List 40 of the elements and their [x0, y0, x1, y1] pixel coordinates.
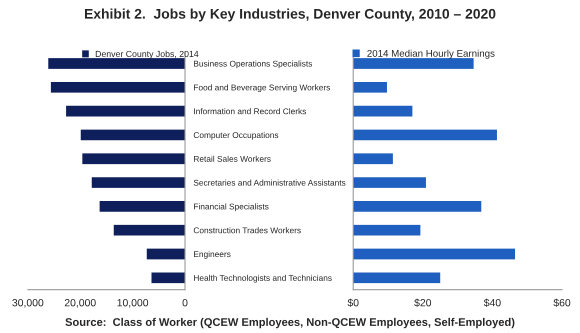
text: Exhibit 2. Jobs by Key Industries, Denver County, 2010 – 2020 — [84, 8, 496, 22]
y-tick-label: Engineers — [194, 250, 231, 259]
y-tick-label: Retail Sales Workers — [194, 156, 271, 162]
y-tick-label: Health Technologists and Technicians — [194, 274, 332, 283]
y-tick-label: Computer Occupations — [194, 132, 278, 140]
y-tick-label: Information and Record Clerks — [194, 108, 306, 114]
bar — [80, 130, 186, 140]
x-tick-label: 30,000 — [12, 299, 44, 308]
y-tick-label: Financial Specialists — [194, 203, 269, 212]
bar — [50, 82, 186, 93]
y-tick-label: Food and Beverage Serving Workers — [194, 84, 330, 92]
y-tick-label: Secretaries and Administrative Assistants — [194, 180, 346, 186]
bar — [353, 177, 426, 188]
bar — [353, 82, 387, 93]
x-tick-label: $40 — [484, 298, 501, 308]
source-note: Source: Class of Worker (QCEW Employees, Non-QCEW Employees, Self-Employed) — [65, 318, 514, 328]
legend-label: 2014 Median Hourly Earnings — [367, 50, 495, 59]
y-tick-label: Construction Trades Workers — [194, 227, 301, 234]
bar — [353, 153, 393, 164]
bar — [151, 272, 186, 284]
legend-label: Denver County Jobs, 2014 — [96, 50, 198, 59]
bar — [146, 248, 186, 260]
bar — [353, 248, 516, 260]
bar — [353, 224, 420, 236]
x-tick-label: 10,000 — [117, 299, 148, 308]
x-tick-label: $20 — [414, 298, 432, 308]
bar — [100, 201, 186, 212]
bar — [353, 272, 440, 284]
x-tick-label: 0 — [182, 299, 188, 306]
bar — [92, 177, 186, 188]
bar — [353, 201, 482, 212]
bar — [353, 106, 412, 116]
bar — [82, 153, 186, 164]
bar — [114, 224, 186, 236]
bar — [353, 130, 497, 140]
x-tick-label: $0 — [348, 298, 359, 308]
x-tick-label: $60 — [553, 298, 570, 308]
x-tick-label: 20,000 — [64, 299, 96, 308]
y-tick-label: Business Operations Specialists — [194, 60, 312, 68]
bar — [66, 106, 186, 116]
